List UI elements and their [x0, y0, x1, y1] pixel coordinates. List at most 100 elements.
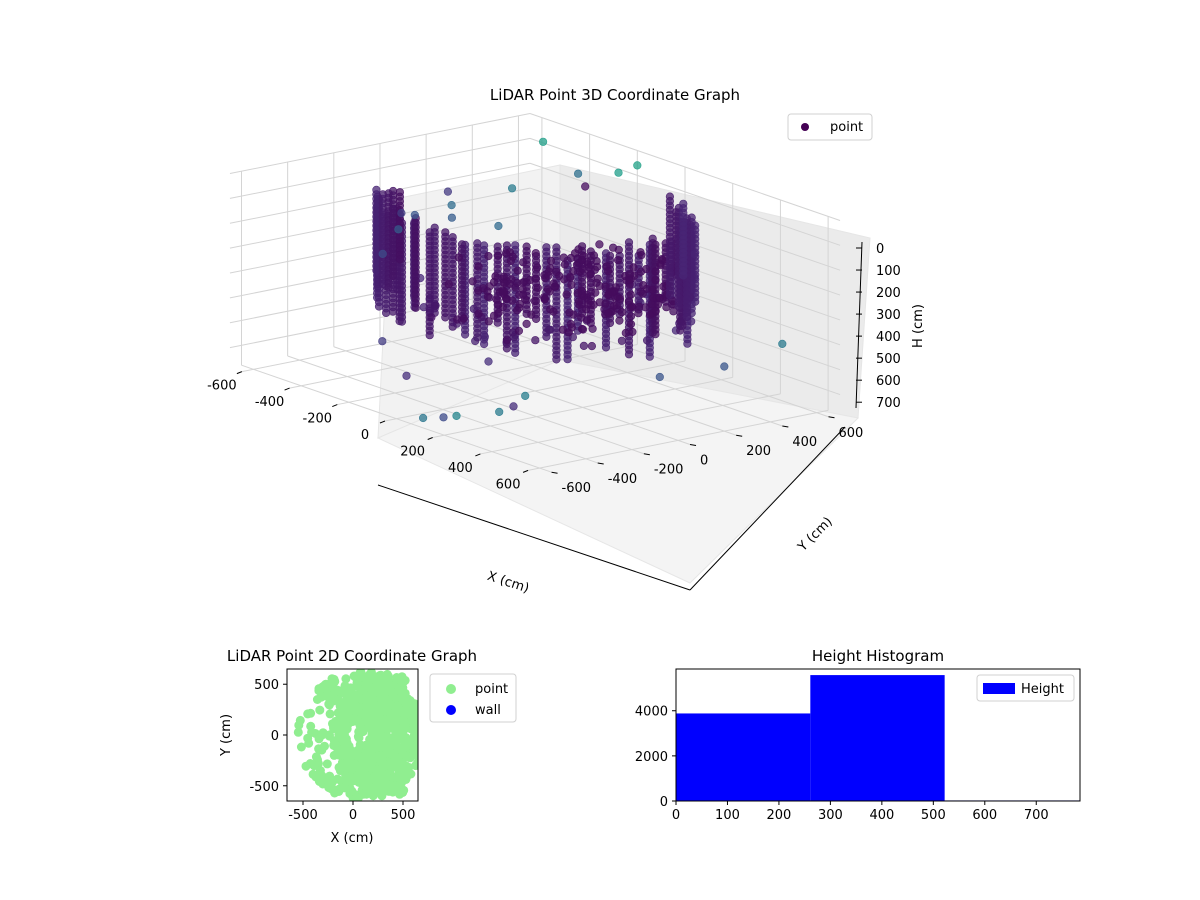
point-2d [322, 759, 332, 769]
histogram-bar [810, 675, 945, 801]
point-2d [394, 704, 404, 714]
h-tick-label-3d: 0 [876, 242, 884, 257]
point-3d [581, 182, 590, 191]
point-2d [314, 744, 324, 754]
point-3d [448, 322, 457, 331]
point-2d [366, 701, 376, 711]
point-3d [447, 213, 457, 222]
x-tick-label-histogram: 700 [1024, 808, 1049, 823]
x-tick-3d [236, 371, 243, 375]
histogram-bars [676, 675, 1080, 801]
point-3d [389, 271, 398, 281]
point-3d [531, 249, 540, 258]
legend-2d-marker-wall [446, 705, 456, 715]
point-3d [626, 290, 635, 299]
point-3d [419, 413, 428, 423]
y-axis-label-3d: Y (cm) [795, 514, 836, 555]
point-2d [413, 753, 418, 762]
point-2d [301, 761, 311, 771]
chart-2d: LiDAR Point 2D Coordinate Graph -500 0 500… [219, 647, 517, 846]
point-3d [651, 330, 660, 339]
point-2d [376, 700, 386, 710]
point-3d [484, 252, 493, 261]
point-2d [318, 728, 328, 738]
point-3d [588, 324, 597, 333]
y-tick-label-histogram: 0 [660, 795, 668, 810]
x-tick-label-3d: 0 [361, 428, 369, 443]
point-3d [617, 308, 626, 317]
point-2d [371, 775, 381, 785]
y-ticks-histogram: 0 2000 4000 [635, 705, 676, 810]
point-3d [614, 168, 623, 177]
point-3d [459, 314, 468, 323]
point-2d [377, 791, 387, 801]
point-3d [447, 201, 456, 210]
point-3d [549, 307, 558, 316]
grid-line [529, 137, 841, 246]
point-3d [527, 310, 536, 319]
x-tick-3d [427, 437, 433, 440]
point-3d [639, 281, 648, 290]
point-3d [410, 210, 419, 220]
point-2d [339, 761, 349, 771]
point-3d [579, 341, 589, 351]
point-3d [682, 312, 692, 322]
point-2d [388, 718, 398, 727]
point-3d [655, 372, 664, 382]
y-ticks-3d: -600 -400 -200 0 200 400 600 [551, 416, 863, 496]
point-2d [355, 669, 365, 677]
point-3d [382, 308, 391, 318]
point-2d [410, 732, 418, 742]
point-3d [531, 274, 540, 283]
x-tick-label-histogram: 300 [818, 808, 843, 823]
x-tick-3d [475, 453, 481, 457]
point-2d [322, 691, 332, 701]
point-3d [678, 321, 687, 330]
point-3d [655, 294, 665, 303]
point-3d [559, 253, 568, 262]
point-3d [532, 263, 542, 272]
point-3d [493, 318, 502, 327]
point-2d [326, 678, 335, 688]
h-ticks-3d: 0 100 200 300 400 500 600 700 [856, 242, 901, 411]
y-axis-label-2d: Y (cm) [219, 714, 234, 757]
point-2d [401, 751, 411, 761]
h-tick-label-3d: 500 [876, 352, 901, 367]
grid-line [529, 113, 841, 221]
point-2d [303, 733, 313, 743]
point-3d [601, 299, 610, 308]
point-3d [521, 391, 530, 401]
histogram-title: Height Histogram [812, 647, 944, 665]
point-3d [562, 290, 571, 299]
x-tick-label-2d: 500 [391, 808, 416, 823]
point-2d [368, 720, 378, 729]
point-3d [587, 342, 597, 351]
point-3d [564, 328, 573, 337]
x-tick-label-histogram: 0 [672, 808, 680, 823]
grid-line [379, 337, 691, 445]
histogram-bar [676, 713, 811, 801]
point-3d [581, 305, 591, 314]
x-axis-label-2d: X (cm) [331, 831, 374, 846]
y-tick-label-2d: 500 [254, 678, 279, 693]
point-2d [377, 758, 387, 768]
point-3d [579, 251, 588, 261]
point-2d [339, 783, 349, 793]
point-2d [404, 762, 414, 772]
point-3d [574, 297, 584, 306]
point-3d [608, 288, 617, 297]
x-tick-3d [379, 420, 386, 424]
grid-line [527, 409, 829, 471]
grid-line [432, 376, 733, 438]
point-2d [386, 681, 396, 691]
legend-histogram: Height [976, 674, 1075, 702]
point-2d [341, 771, 351, 781]
point-2d [330, 739, 340, 749]
point-3d [642, 336, 652, 345]
point-2d [330, 788, 340, 798]
point-3d [531, 336, 540, 345]
point-3d [544, 325, 554, 334]
point-2d [399, 725, 409, 735]
point-2d [397, 733, 406, 743]
